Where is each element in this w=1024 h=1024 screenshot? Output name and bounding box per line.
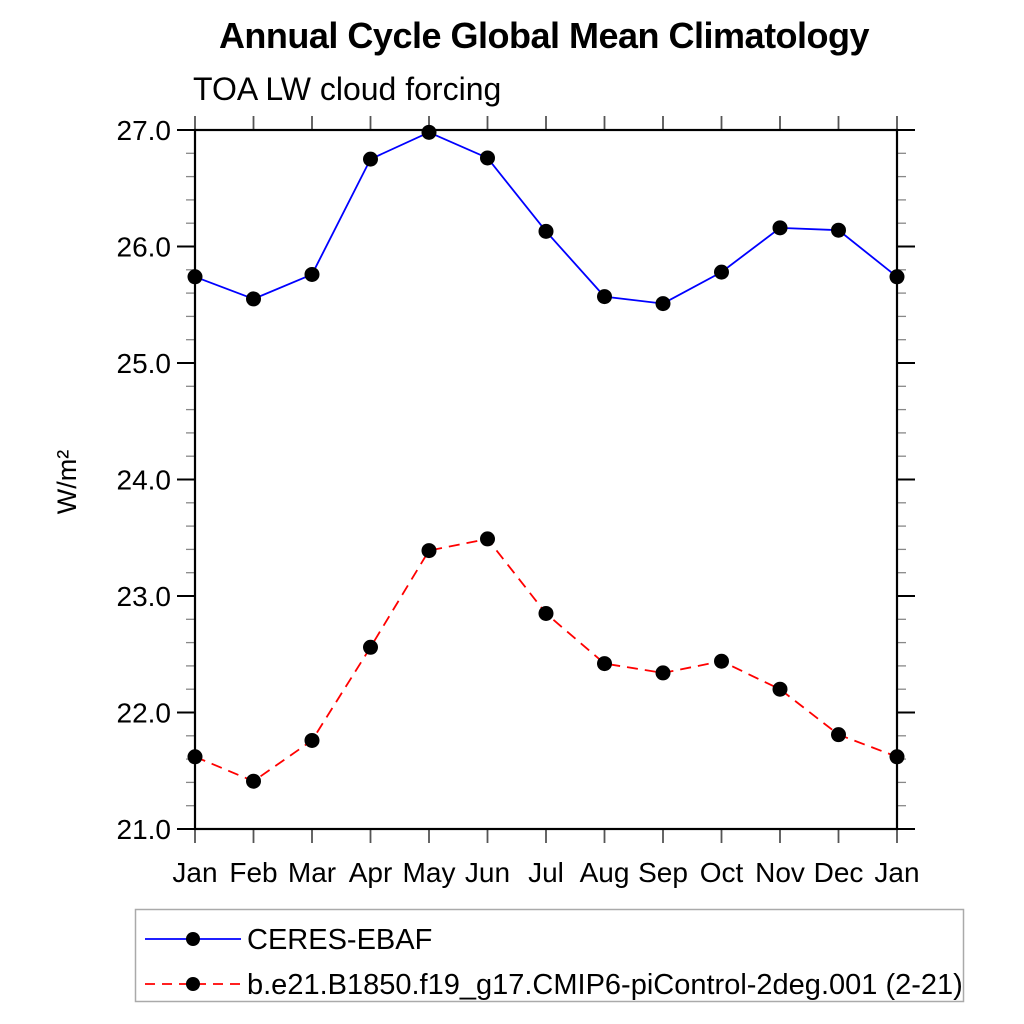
data-series [187,124,905,789]
data-point [772,681,788,697]
y-tick-label: 21.0 [117,814,172,845]
month-label: Nov [755,857,805,888]
data-point [480,531,495,547]
month-label: Feb [229,857,277,888]
data-point [655,296,671,312]
legend-marker-dot [186,977,200,991]
legend-box [134,908,965,1003]
month-label: Jul [528,857,564,888]
month-label: Apr [349,857,393,888]
data-point [772,220,788,236]
data-point [831,222,846,238]
legend-label-ceres-ebaf: CERES-EBAF [247,924,432,956]
month-label: Jun [465,857,510,888]
data-point [480,150,495,166]
data-point [421,543,437,559]
data-point [363,639,378,655]
month-label: May [403,857,456,888]
legend-label-model-run: b.e21.B1850.f19_g17.CMIP6-piControl-2deg… [247,969,963,1001]
y-tick-label: 22.0 [117,698,172,729]
legend-item-model-run: b.e21.B1850.f19_g17.CMIP6-piControl-2deg… [145,969,963,1001]
data-point [714,264,729,280]
y-tick-label: 26.0 [117,232,172,263]
legend: CERES-EBAF b.e21.B1850.f19_g17.CMIP6-piC… [134,908,965,1003]
y-tick-label: 24.0 [117,465,172,496]
data-point [246,773,261,789]
data-point [714,653,729,669]
month-label: Oct [700,857,744,888]
data-point [187,269,203,285]
month-label: Jan [874,857,919,888]
data-point [889,269,905,285]
data-point [655,665,671,681]
data-point [538,605,554,621]
month-label: Aug [580,857,630,888]
data-point [246,291,261,307]
data-point [597,289,612,305]
data-point [889,749,905,765]
month-label: Mar [288,857,336,888]
y-axis-label: W/m² [52,450,82,514]
y-tick-label: 25.0 [117,348,172,379]
month-label: Jan [172,857,217,888]
data-point [304,732,320,748]
data-point [831,727,846,743]
y-tick-label: 23.0 [117,581,172,612]
data-point [187,749,203,765]
data-point [538,223,554,239]
data-point [597,656,612,672]
plot-box [193,128,899,831]
month-label: Dec [814,857,864,888]
series-line-1 [194,537,898,783]
month-label: Sep [638,857,688,888]
chart-title: Annual Cycle Global Mean Climatology [219,15,870,56]
chart-subtitle: TOA LW cloud forcing [193,71,501,107]
series-line-0 [194,131,898,305]
legend-marker-dot [186,932,200,946]
data-point [421,124,437,140]
axes: 21.0 22.0 23.0 24.0 25.0 26.0 27.0 Jan Feb Mar Apr… [117,115,920,888]
data-point [304,266,320,282]
data-point [363,151,378,167]
y-tick-label: 27.0 [117,115,172,146]
legend-item-ceres-ebaf: CERES-EBAF [145,924,432,956]
